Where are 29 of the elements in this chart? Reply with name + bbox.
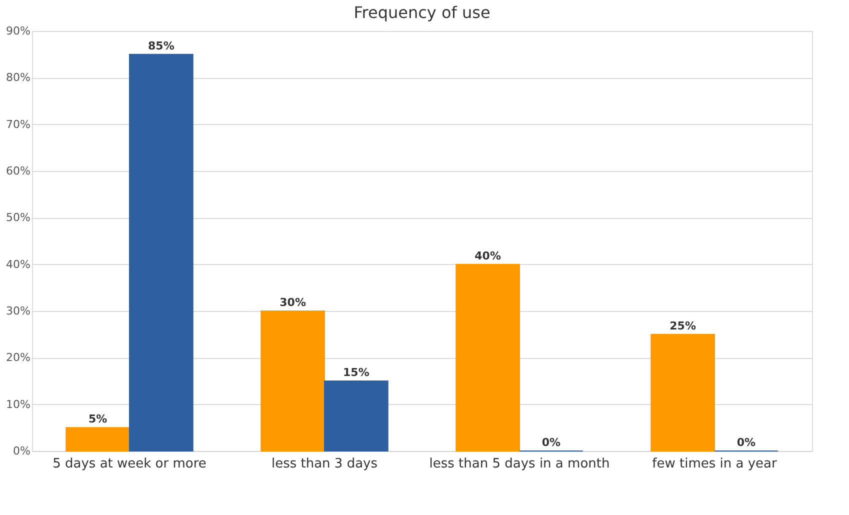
data-label: 25% <box>670 319 696 332</box>
y-tick-label: 0% <box>13 444 30 458</box>
x-tick-label: few times in a year <box>652 456 778 472</box>
data-label: 85% <box>148 39 174 52</box>
y-tick-label: 50% <box>6 211 30 224</box>
y-tick-label: 40% <box>6 258 30 271</box>
x-tick-label: less than 5 days in a month <box>429 456 610 472</box>
y-tick-label: 20% <box>6 351 30 364</box>
bar <box>650 334 715 452</box>
data-label: 0% <box>736 436 756 449</box>
y-tick-label: 60% <box>6 164 30 178</box>
bar <box>324 380 388 452</box>
bar <box>260 310 325 452</box>
y-tick-label: 90% <box>6 24 30 38</box>
y-tick-label: 70% <box>6 118 30 131</box>
data-label: 15% <box>343 366 370 379</box>
bar <box>129 54 194 452</box>
data-label: 40% <box>474 249 501 262</box>
bar <box>66 427 130 452</box>
y-tick-label: 30% <box>6 304 30 318</box>
data-label: 30% <box>280 296 306 309</box>
x-tick-label: 5 days at week or more <box>52 456 206 472</box>
data-label: 5% <box>88 412 108 426</box>
bar <box>456 264 520 452</box>
x-tick-label: less than 3 days <box>271 456 378 472</box>
chart-title: Frequency of use <box>354 3 490 22</box>
data-label: 0% <box>542 436 561 449</box>
y-tick-label: 80% <box>6 71 30 84</box>
y-tick-label: 10% <box>6 398 30 411</box>
